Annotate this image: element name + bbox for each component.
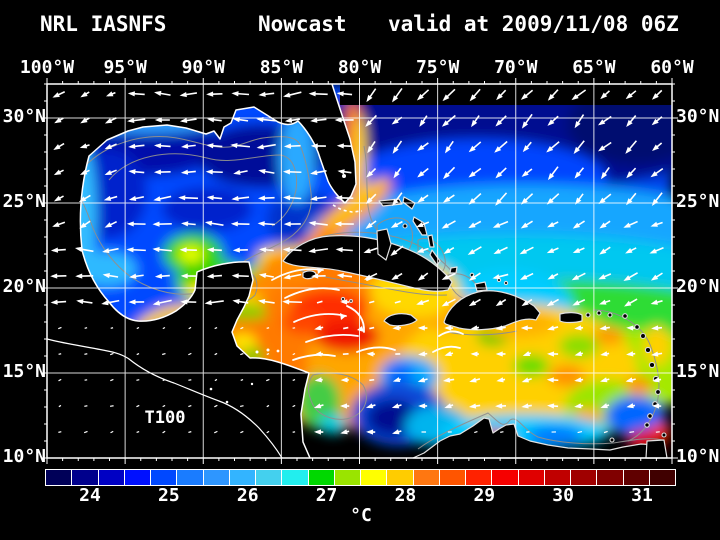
lon-label-80W: 80°W: [337, 57, 382, 78]
colorbar-cell-10: [308, 470, 334, 485]
colorbar-cell-7: [229, 470, 255, 485]
colorbar-tick-29: 29: [473, 485, 496, 506]
lat-label-left-10N: 10°N: [2, 446, 46, 467]
velocity-vectors: [50, 87, 664, 435]
lat-label-right-25N: 25°N: [676, 191, 720, 212]
colorbar-cell-20: [571, 470, 597, 485]
colorbar-cell-0: [46, 470, 72, 485]
domain-cutoff: [340, 84, 672, 105]
colorbar-cell-13: [387, 470, 413, 485]
colorbar: [45, 469, 676, 486]
axis-ticks: [41, 78, 678, 464]
model-name: NRL IASNFS: [40, 12, 167, 36]
mainland-landmass: [47, 84, 356, 458]
product-name: Nowcast: [258, 12, 347, 36]
colorbar-cell-18: [518, 470, 544, 485]
lat-label-right-30N: 30°N: [676, 106, 720, 127]
colorbar-cell-15: [439, 470, 465, 485]
colorbar-tick-31: 31: [631, 485, 653, 506]
lon-label-65W: 65°W: [572, 57, 616, 78]
colorbar-tick-26: 26: [236, 485, 259, 506]
colorbar-cell-5: [177, 470, 203, 485]
lat-label-left-25N: 25°N: [2, 191, 46, 212]
florida-keys: [332, 204, 363, 213]
colorbar-tick-25: 25: [158, 485, 180, 506]
island-specks: [209, 174, 346, 404]
colorbar-tick-30: 30: [552, 485, 574, 506]
lon-label-95W: 95°W: [103, 57, 147, 78]
colorbar-unit-label: °C: [350, 505, 372, 526]
colorbar-cell-11: [334, 470, 360, 485]
colorbar-cell-3: [124, 470, 150, 485]
colorbar-cell-8: [256, 470, 282, 485]
field-depth-label: T100: [145, 408, 186, 428]
colorbar-cell-12: [361, 470, 387, 485]
colorbar-cell-23: [649, 470, 675, 485]
plot-area: T100: [41, 78, 678, 464]
lat-label-left-20N: 20°N: [2, 276, 46, 297]
pacific-coastline: [46, 338, 283, 459]
lon-label-100W: 100°W: [19, 57, 75, 78]
graticule: [47, 84, 672, 458]
lat-label-right-15N: 15°N: [676, 361, 720, 382]
lat-label-left-30N: 30°N: [2, 106, 46, 127]
colorbar-cell-19: [544, 470, 570, 485]
lon-label-75W: 75°W: [415, 57, 460, 78]
lat-label-right-10N: 10°N: [676, 446, 720, 467]
colorbar-cell-2: [98, 470, 124, 485]
colorbar-tick-27: 27: [315, 485, 338, 506]
colorbar-cell-21: [597, 470, 623, 485]
colorbar-cell-1: [72, 470, 98, 485]
lon-label-60W: 60°W: [650, 57, 694, 78]
colorbar-cell-17: [492, 470, 518, 485]
colorbar-cell-6: [203, 470, 229, 485]
colorbar-tick-24: 24: [79, 485, 101, 506]
lon-label-85W: 85°W: [259, 57, 304, 78]
lon-label-70W: 70°W: [494, 57, 538, 78]
lon-label-90W: 90°W: [181, 57, 225, 78]
colorbar-cell-22: [623, 470, 649, 485]
valid-time: valid at 2009/11/08 06Z: [388, 12, 679, 36]
colorbar-cell-16: [466, 470, 492, 485]
colorbar-cell-4: [151, 470, 177, 485]
lat-label-left-15N: 15°N: [2, 361, 46, 382]
colorbar-cell-14: [413, 470, 439, 485]
colorbar-tick-28: 28: [394, 485, 417, 506]
colorbar-cell-9: [282, 470, 308, 485]
lat-label-right-20N: 20°N: [676, 276, 720, 297]
